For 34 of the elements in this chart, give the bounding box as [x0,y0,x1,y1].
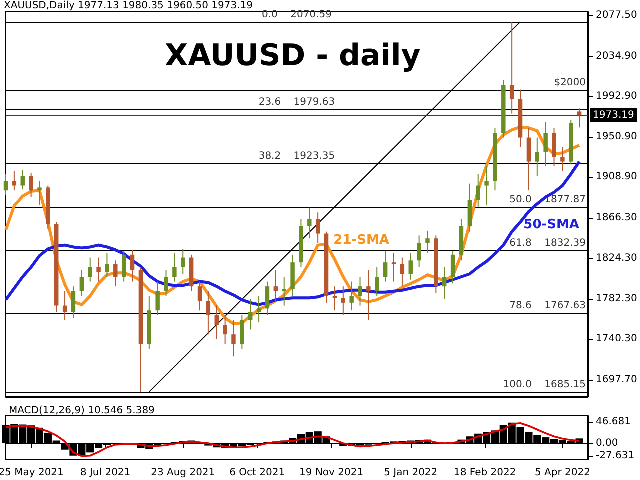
ref-line-label: 61.8 1832.39 [510,238,586,250]
y-tick-label: 0.00 [596,438,618,449]
y-tick-label: -27.631 [596,450,635,462]
text: XAUUSD - daily [165,38,422,74]
x-tick-label: 6 Oct 2021 [230,468,286,478]
ref-line-label: 78.6 1767.63 [510,300,586,312]
x-tick-label: 5 Apr 2022 [534,468,590,478]
ref-line-label: 23.6 1979.63 [258,96,336,108]
y-tick-label: 1782.30 [596,293,638,304]
ref-line-label: 50.0 1877.87 [510,194,586,206]
ref-line-label: 0.0 2070.59 [262,9,332,20]
x-tick-label: 8 Jul 2021 [80,468,131,478]
y-tick-label: 2077.50 [596,10,638,21]
x-tick-label: 18 Feb 2022 [454,468,516,478]
y-tick-label: 1697.70 [596,374,638,386]
y-tick-label: 1824.30 [596,252,638,264]
y-tick-label: 1740.30 [596,334,638,345]
x-tick-label: 5 Jan 2022 [384,468,438,478]
chart-title: MACD(12,26,9) 10.546 5.389 [9,406,155,416]
y-tick-label: 1908.90 [596,172,638,183]
y-tick-label: 46.681 [596,416,631,428]
ref-line-label: 1973.19 [593,110,634,122]
text: XAUUSD,Daily 1977.13 1980.35 1960.50 1973.19 [4,0,253,12]
series-label: 50-SMA [524,217,580,232]
ref-line-label: 100.0 1685.15 [503,380,586,391]
x-tick-label: 19 Nov 2021 [300,468,364,478]
x-tick-label: 23 Aug 2021 [151,468,216,478]
y-tick-label: 1992.90 [596,91,638,102]
y-tick-label: 1866.30 [596,212,638,224]
ref-line-label: 38.2 1923.35 [258,150,336,162]
y-tick-label: 2034.90 [596,50,638,62]
ref-line-label: $2000 [554,77,586,88]
y-tick-label: 1950.90 [596,131,638,142]
series-label: 21-SMA [334,232,390,248]
